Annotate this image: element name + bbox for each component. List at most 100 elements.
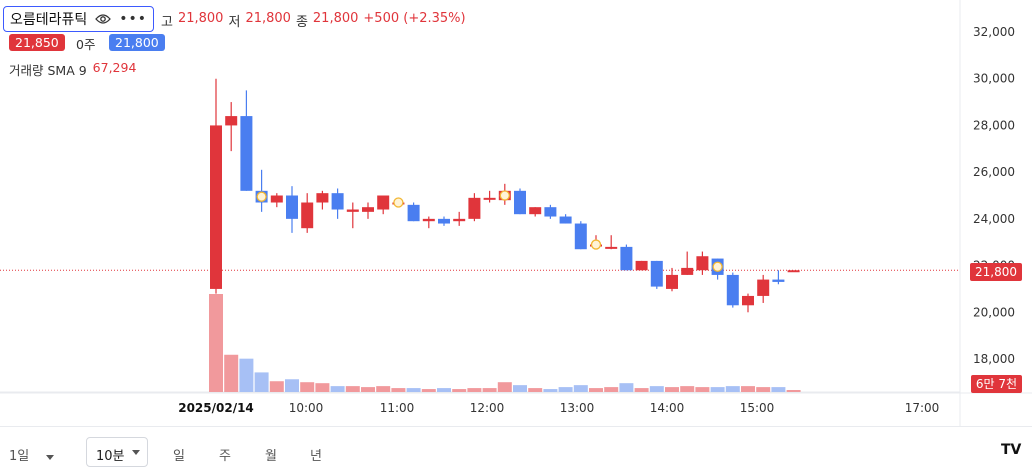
volume-bars xyxy=(209,294,801,392)
x-tick-label: 2025/02/14 xyxy=(178,401,254,415)
candle-body xyxy=(742,295,754,306)
candle-body xyxy=(544,207,557,217)
volume-label: 거래량 SMA 9 xyxy=(9,63,87,78)
event-marker xyxy=(393,197,404,208)
volume-bar xyxy=(619,383,634,392)
candle-body xyxy=(468,197,481,219)
volume-bar xyxy=(589,388,603,392)
candle-body xyxy=(650,260,663,287)
candle-body xyxy=(635,260,648,271)
candle-body xyxy=(407,204,420,222)
y-tick-label: 28,000 xyxy=(973,118,1015,132)
volume-bar xyxy=(497,382,512,392)
y-tick-label: 32,000 xyxy=(973,25,1015,39)
candle-body xyxy=(681,267,694,275)
last-price-tag: 21,800 xyxy=(970,263,1022,281)
volume-bar xyxy=(725,386,740,392)
candle-body xyxy=(240,116,253,191)
volume-bar xyxy=(269,381,284,392)
volume-bar xyxy=(695,387,710,392)
tab-week[interactable]: 주 xyxy=(219,449,231,464)
volume-bar xyxy=(513,385,527,392)
candlestick-chart: 18,00020,00022,00024,00026,00028,00030,0… xyxy=(0,0,1032,426)
low-label: 저 xyxy=(228,15,241,30)
volume-bar xyxy=(649,386,664,392)
volume-bar xyxy=(528,388,543,392)
candle-body xyxy=(787,270,800,273)
volume-bar xyxy=(376,386,391,392)
volume-bar xyxy=(786,390,801,392)
volume-bar xyxy=(543,389,558,392)
candle-body xyxy=(514,190,526,215)
volume-bar xyxy=(330,386,345,392)
bid-price-badge: 21,850 xyxy=(9,34,65,51)
bottom-toolbar: 1일 10분 일 주 월 년 TV xyxy=(0,426,1032,472)
candle-body xyxy=(772,279,785,282)
candle-body xyxy=(438,218,450,224)
x-tick-label: 10:00 xyxy=(289,401,324,415)
candle-body xyxy=(559,216,572,224)
volume-bar xyxy=(285,379,299,392)
tab-day[interactable]: 일 xyxy=(173,449,185,464)
volume-bar xyxy=(558,387,573,392)
candle-body xyxy=(422,218,435,222)
y-tick-label: 26,000 xyxy=(973,165,1015,179)
volume-bar xyxy=(209,294,223,392)
spread-qty: 0주 xyxy=(76,37,96,52)
volume-bar xyxy=(467,388,482,392)
low-value: 21,800 xyxy=(245,11,291,26)
candle-body xyxy=(696,256,709,271)
volume-bar xyxy=(391,388,406,392)
volume-bar xyxy=(756,387,771,392)
candle-body xyxy=(483,197,496,200)
close-value: 21,800 xyxy=(312,11,359,26)
volume-bar xyxy=(361,387,375,392)
candle-body xyxy=(286,195,298,219)
candle-body xyxy=(270,195,283,203)
more-icon[interactable]: ••• xyxy=(119,11,148,27)
volume-bar xyxy=(452,389,467,392)
x-tick-label: 12:00 xyxy=(470,401,505,415)
y-tick-label: 24,000 xyxy=(973,212,1015,226)
event-marker xyxy=(499,190,510,201)
volume-bar xyxy=(406,388,421,392)
chevron-down-icon xyxy=(45,455,54,460)
event-marker xyxy=(256,191,267,202)
volume-value: 67,294 xyxy=(92,60,137,75)
range-select[interactable]: 1일 xyxy=(9,445,54,464)
interval-label: 10분 xyxy=(96,449,125,464)
candle-body xyxy=(377,195,390,210)
tab-month[interactable]: 월 xyxy=(265,449,277,464)
volume-bar xyxy=(254,372,269,392)
range-label: 1일 xyxy=(9,449,30,464)
volume-bar xyxy=(345,386,360,392)
eye-icon[interactable] xyxy=(95,10,112,29)
volume-bar xyxy=(239,358,254,392)
volume-bar xyxy=(300,382,315,392)
stock-name: 오름테라퓨틱 xyxy=(10,12,88,28)
volume-tag: 6만 7천 xyxy=(970,375,1022,393)
volume-bar xyxy=(634,388,649,392)
event-markers xyxy=(256,190,723,272)
event-marker xyxy=(590,239,602,250)
stock-title-box[interactable]: 오름테라퓨틱 ••• xyxy=(3,6,155,32)
tradingview-logo: TV xyxy=(1001,442,1022,458)
ask-price-badge: 21,800 xyxy=(109,34,165,51)
volume-bar xyxy=(421,389,436,392)
high-value: 21,800 xyxy=(177,11,224,26)
candle-body xyxy=(726,274,739,306)
tab-year[interactable]: 년 xyxy=(310,449,322,464)
candle-body xyxy=(362,207,374,212)
interval-select[interactable]: 10분 xyxy=(86,437,148,467)
axes: 18,00020,00022,00024,00026,00028,00030,0… xyxy=(178,25,1015,415)
candle-body xyxy=(574,223,587,250)
volume-bar xyxy=(665,387,679,392)
volume-bar xyxy=(771,387,786,392)
volume-bar xyxy=(710,387,725,392)
close-label: 종 xyxy=(295,15,308,30)
volume-bar xyxy=(437,388,451,392)
candle-body xyxy=(316,193,329,203)
y-tick-label: 20,000 xyxy=(973,305,1015,319)
event-marker xyxy=(712,261,723,272)
candle-body xyxy=(301,202,314,229)
